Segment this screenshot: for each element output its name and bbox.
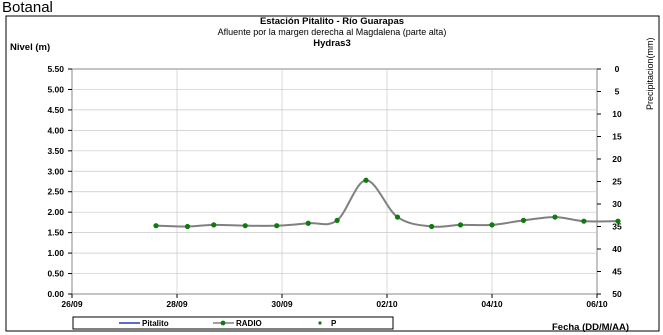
legend-label-radio: RADIO	[236, 319, 262, 328]
y2-axis-ticks: 0 5 10 15 20 25 30 35 40 45 50	[597, 64, 622, 299]
x-tick-label: 04/10	[481, 299, 503, 309]
y2-tick-label: 35	[612, 222, 622, 232]
y-tick-label: 4.00	[47, 125, 64, 135]
data-point-radio	[520, 217, 527, 223]
series-line-radio	[155, 179, 619, 228]
y2-tick-label: 40	[612, 244, 622, 254]
data-point-radio	[429, 223, 435, 230]
y-tick-label: 2.50	[47, 187, 64, 197]
data-point-radio	[552, 214, 558, 220]
y2-tick-label: 45	[612, 267, 622, 277]
x-tick-label: 26/09	[61, 299, 83, 309]
y-axis-label: Nivel (m)	[10, 42, 50, 53]
y-tick-label: 5.50	[47, 64, 64, 74]
y-axis-ticks: 0.00 0.50 1.00 1.50 2.00 2.50 3.00 3.50 4.00 4.50…	[47, 64, 72, 299]
y2-tick-label: 30	[612, 199, 622, 209]
y-tick-label: 4.50	[47, 105, 64, 115]
x-tick-label: 06/10	[586, 299, 608, 309]
y-tick-label: 2.00	[47, 207, 64, 217]
cropped-heading: Botanal	[2, 0, 53, 16]
y-tick-label: 1.50	[47, 228, 64, 238]
legend-label-p: P	[331, 319, 337, 328]
x-tick-label: 28/09	[166, 299, 188, 309]
y-tick-label: 5.00	[47, 84, 64, 94]
y-tick-label: 1.00	[47, 248, 64, 258]
x-tick-label: 02/10	[376, 299, 398, 309]
plot-area	[71, 68, 598, 295]
y-tick-label: 3.00	[47, 166, 64, 176]
y2-tick-label: 20	[612, 154, 622, 164]
data-point-radio	[184, 223, 191, 230]
y-tick-label: 3.50	[47, 146, 64, 156]
y2-tick-label: 0	[615, 64, 620, 74]
series-layer	[153, 177, 621, 230]
data-point-radio	[153, 223, 159, 229]
data-point-radio	[394, 214, 401, 220]
grid-lines	[72, 69, 597, 294]
x-axis-ticks: 26/09 28/09 30/09 02/10 04/10 06/10	[61, 294, 608, 309]
legend-swatch-radio-marker	[220, 320, 226, 326]
chart-subtitle-2: Hydras3	[313, 38, 351, 49]
data-point-radio	[489, 222, 495, 228]
y2-axis-label: Precipitacion(mm)	[645, 37, 655, 110]
x-axis-label: Fecha (DD/M/AA)	[552, 322, 629, 333]
y2-tick-label: 10	[612, 109, 622, 119]
data-point-radio	[274, 223, 280, 229]
legend-swatch-p-marker	[318, 321, 322, 325]
legend: Pitalito RADIO P	[72, 316, 394, 330]
y2-tick-label: 25	[612, 177, 622, 187]
legend-label-pitalito: Pitalito	[142, 319, 169, 328]
y2-tick-label: 15	[612, 132, 622, 142]
y2-tick-label: 5	[615, 87, 620, 97]
y-tick-label: 0.00	[47, 289, 64, 299]
y2-tick-label: 50	[612, 289, 622, 299]
chart-subtitle: Afluente por la margen derecha al Magdal…	[218, 27, 447, 37]
data-point-radio	[334, 217, 340, 223]
data-point-radio	[457, 222, 464, 228]
data-point-radio	[305, 220, 311, 226]
chart-title: Estación Pitalito - Río Guarapas	[260, 16, 404, 27]
data-point-radio	[363, 177, 369, 183]
y-tick-label: 0.50	[47, 269, 64, 279]
data-point-radio	[211, 222, 217, 228]
data-point-radio	[615, 218, 621, 224]
data-point-radio	[242, 223, 248, 229]
data-point-radio	[581, 218, 587, 224]
x-tick-label: 30/09	[271, 299, 293, 309]
